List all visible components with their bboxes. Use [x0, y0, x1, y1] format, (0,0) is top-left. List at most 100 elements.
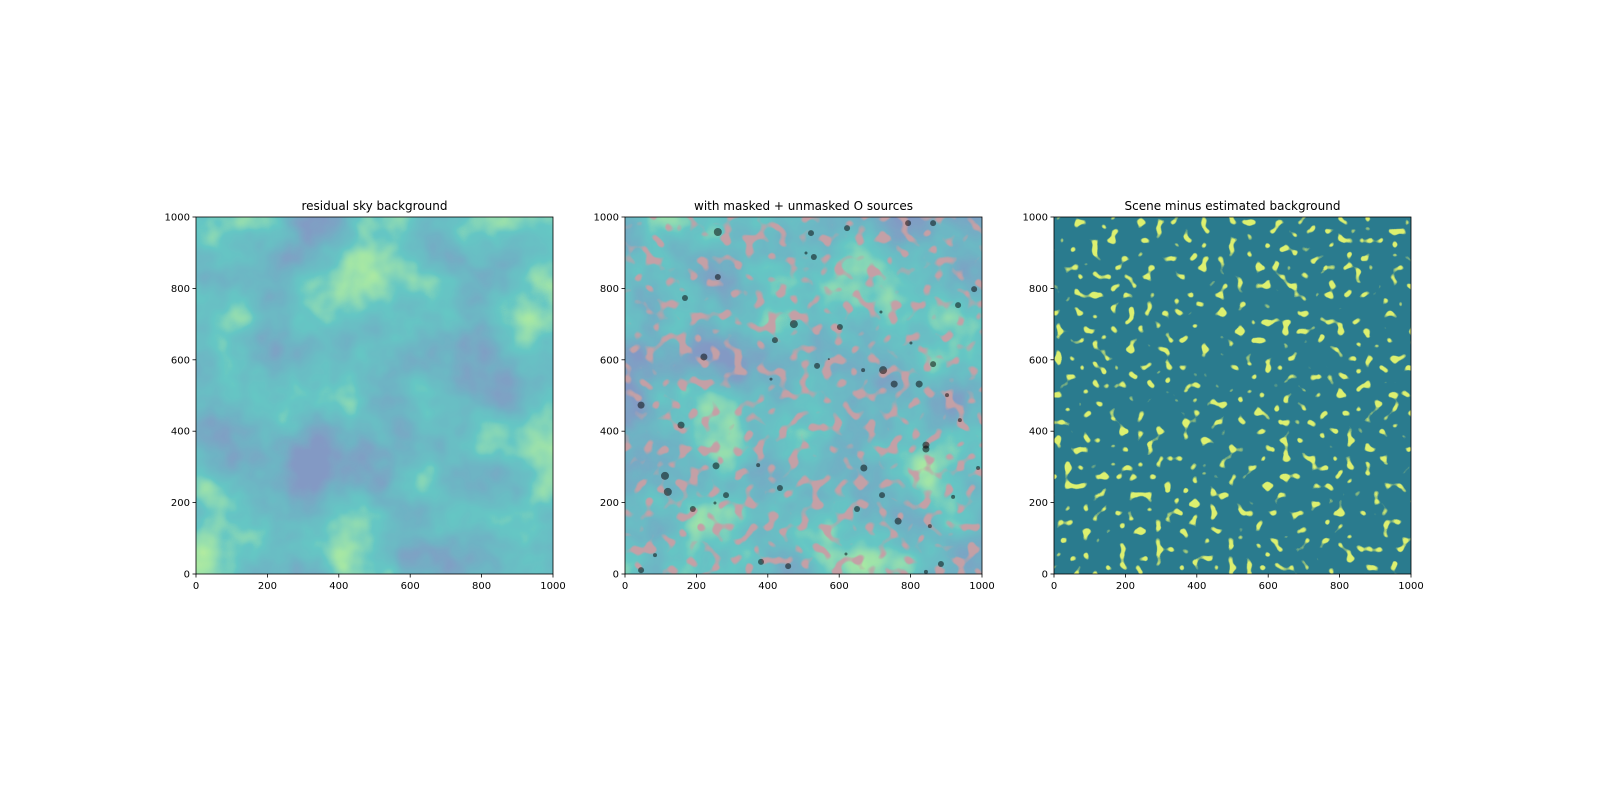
source-marker [677, 421, 685, 429]
image-overlay [625, 217, 982, 574]
source-marker [927, 524, 932, 529]
source-marker [905, 220, 912, 227]
source-marker [771, 337, 778, 344]
source-marker [915, 380, 923, 388]
source-marker [713, 501, 717, 505]
x-tick-label: 0 [193, 581, 199, 592]
source-marker [971, 286, 978, 293]
source-marker [827, 358, 830, 361]
source-marker [660, 471, 669, 480]
panel: with masked + unmasked O sources 0 200 400 6… [594, 199, 995, 592]
source-marker [807, 230, 814, 237]
panel-title: with masked + unmasked O sources [694, 199, 913, 213]
x-tick-label: 400 [758, 581, 777, 592]
source-marker [922, 445, 930, 453]
x-tick-label: 200 [258, 581, 277, 592]
source-marker [663, 487, 672, 496]
source-marker [951, 494, 956, 499]
y-tick-label: 0 [613, 570, 619, 581]
y-tick-label: 0 [184, 570, 190, 581]
y-tick-label: 800 [1029, 284, 1048, 295]
y-tick-label: 200 [600, 498, 619, 509]
source-marker [652, 553, 657, 558]
y-tick-label: 600 [1029, 355, 1048, 366]
axes-frame [624, 216, 983, 575]
x-tick-label: 1000 [969, 581, 994, 592]
source-marker [879, 310, 883, 314]
x-tick-label: 800 [901, 581, 920, 592]
source-marker [814, 362, 821, 369]
source-marker [957, 418, 962, 423]
panel: Scene minus estimated background 0 200 400 6… [1023, 199, 1424, 592]
source-marker [638, 567, 645, 574]
x-tick-label: 1000 [1398, 581, 1423, 592]
source-marker [930, 220, 937, 227]
y-tick-label: 400 [171, 427, 190, 438]
y-tick-label: 200 [171, 498, 190, 509]
image-overlay [1054, 217, 1411, 574]
source-marker [860, 464, 868, 472]
y-tick-label: 1000 [594, 213, 619, 224]
x-tick-label: 200 [687, 581, 706, 592]
source-marker [700, 353, 708, 361]
source-marker [844, 552, 848, 556]
axes-frame [195, 216, 554, 575]
x-tick-label: 200 [1116, 581, 1135, 592]
panel-title: Scene minus estimated background [1125, 199, 1341, 213]
source-marker [955, 302, 962, 309]
source-marker [879, 492, 886, 499]
y-tick-label: 400 [600, 427, 619, 438]
source-marker [937, 561, 944, 568]
source-marker [723, 492, 730, 499]
source-marker [681, 295, 688, 302]
x-tick-label: 400 [1187, 581, 1206, 592]
y-tick-label: 1000 [1023, 213, 1048, 224]
source-marker [756, 463, 761, 468]
source-marker [637, 401, 645, 409]
x-tick-label: 600 [1259, 581, 1278, 592]
source-marker [689, 506, 696, 513]
source-marker [789, 320, 798, 329]
source-marker [758, 558, 765, 565]
y-tick-label: 800 [171, 284, 190, 295]
y-tick-label: 800 [600, 284, 619, 295]
source-marker [769, 377, 773, 381]
y-tick-label: 1000 [165, 213, 190, 224]
y-tick-label: 0 [1042, 570, 1048, 581]
source-marker [890, 380, 898, 388]
source-marker [894, 517, 902, 525]
source-marker [712, 462, 720, 470]
x-tick-label: 0 [1051, 581, 1057, 592]
panel-title: residual sky background [301, 199, 447, 213]
source-marker [976, 465, 981, 470]
x-tick-label: 600 [401, 581, 420, 592]
source-marker [879, 366, 888, 375]
axes-frame [1053, 216, 1412, 575]
source-marker [923, 569, 928, 574]
source-marker [945, 393, 950, 398]
y-tick-label: 600 [171, 355, 190, 366]
x-tick-label: 0 [622, 581, 628, 592]
source-marker [810, 253, 817, 260]
source-marker [930, 361, 937, 368]
source-marker [714, 273, 721, 280]
source-marker [776, 484, 783, 491]
source-marker [804, 251, 808, 255]
y-tick-label: 600 [600, 355, 619, 366]
source-marker [844, 225, 851, 232]
source-marker [785, 563, 792, 570]
source-marker [713, 227, 722, 236]
source-marker [861, 368, 866, 373]
x-tick-label: 1000 [540, 581, 565, 592]
x-tick-label: 800 [472, 581, 491, 592]
source-marker [836, 323, 843, 330]
panel: residual sky background 0 200 400 600 800 1000… [165, 199, 566, 592]
x-tick-label: 800 [1330, 581, 1349, 592]
source-marker [854, 506, 861, 513]
image-background [196, 217, 553, 574]
y-tick-label: 400 [1029, 427, 1048, 438]
x-tick-label: 400 [329, 581, 348, 592]
y-tick-label: 200 [1029, 498, 1048, 509]
source-marker [909, 341, 913, 345]
